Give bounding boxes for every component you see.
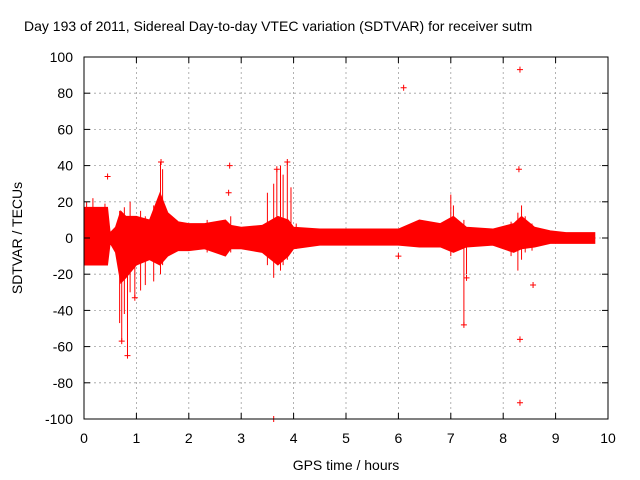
data-point: [131, 294, 138, 301]
axis-ticks: -100 -80 -60 -40 -20 0 20 40 60 80 100 0 1 2 3 4 5 6 7 8 9 10: [45, 49, 616, 446]
data-point: [273, 166, 280, 173]
data-series: [83, 66, 596, 422]
x-tick-label: 3: [237, 430, 245, 446]
data-point: [515, 166, 522, 173]
x-tick-label: 7: [447, 430, 455, 446]
y-tick-label: -20: [53, 266, 73, 282]
data-point: [226, 162, 233, 169]
data-point: [395, 253, 402, 260]
data-point: [516, 336, 523, 343]
y-tick-label: 40: [57, 158, 73, 174]
data-point: [460, 321, 467, 328]
data-point: [516, 399, 523, 406]
y-tick-label: -80: [53, 375, 73, 391]
x-tick-label: 2: [185, 430, 193, 446]
y-tick-label: -100: [45, 411, 73, 427]
data-point: [463, 274, 470, 281]
y-tick-label: 20: [57, 194, 73, 210]
y-tick-label: 60: [57, 121, 73, 137]
data-point: [400, 84, 407, 91]
x-tick-label: 9: [552, 430, 560, 446]
data-point: [530, 282, 537, 289]
x-tick-label: 0: [80, 430, 88, 446]
data-point: [225, 189, 232, 196]
x-tick-label: 1: [133, 430, 141, 446]
x-tick-label: 6: [395, 430, 403, 446]
data-point: [104, 173, 111, 180]
y-tick-label: 80: [57, 85, 73, 101]
data-point: [124, 352, 131, 359]
y-tick-label: -40: [53, 302, 73, 318]
chart-title: Day 193 of 2011, Sidereal Day-to-day VTE…: [24, 18, 532, 34]
data-point: [158, 158, 165, 165]
x-axis-title: GPS time / hours: [293, 457, 400, 473]
data-point: [118, 338, 125, 345]
data-envelope: [83, 191, 596, 285]
y-tick-label: 0: [65, 230, 73, 246]
x-tick-label: 4: [290, 430, 298, 446]
data-point: [284, 158, 291, 165]
y-tick-label: 100: [50, 49, 74, 65]
y-tick-label: -60: [53, 339, 73, 355]
x-tick-label: 8: [499, 430, 507, 446]
x-tick-label: 5: [342, 430, 350, 446]
x-tick-label: 10: [600, 430, 616, 446]
y-axis-title: SDTVAR / TECUs: [9, 182, 25, 294]
data-point: [516, 66, 523, 73]
